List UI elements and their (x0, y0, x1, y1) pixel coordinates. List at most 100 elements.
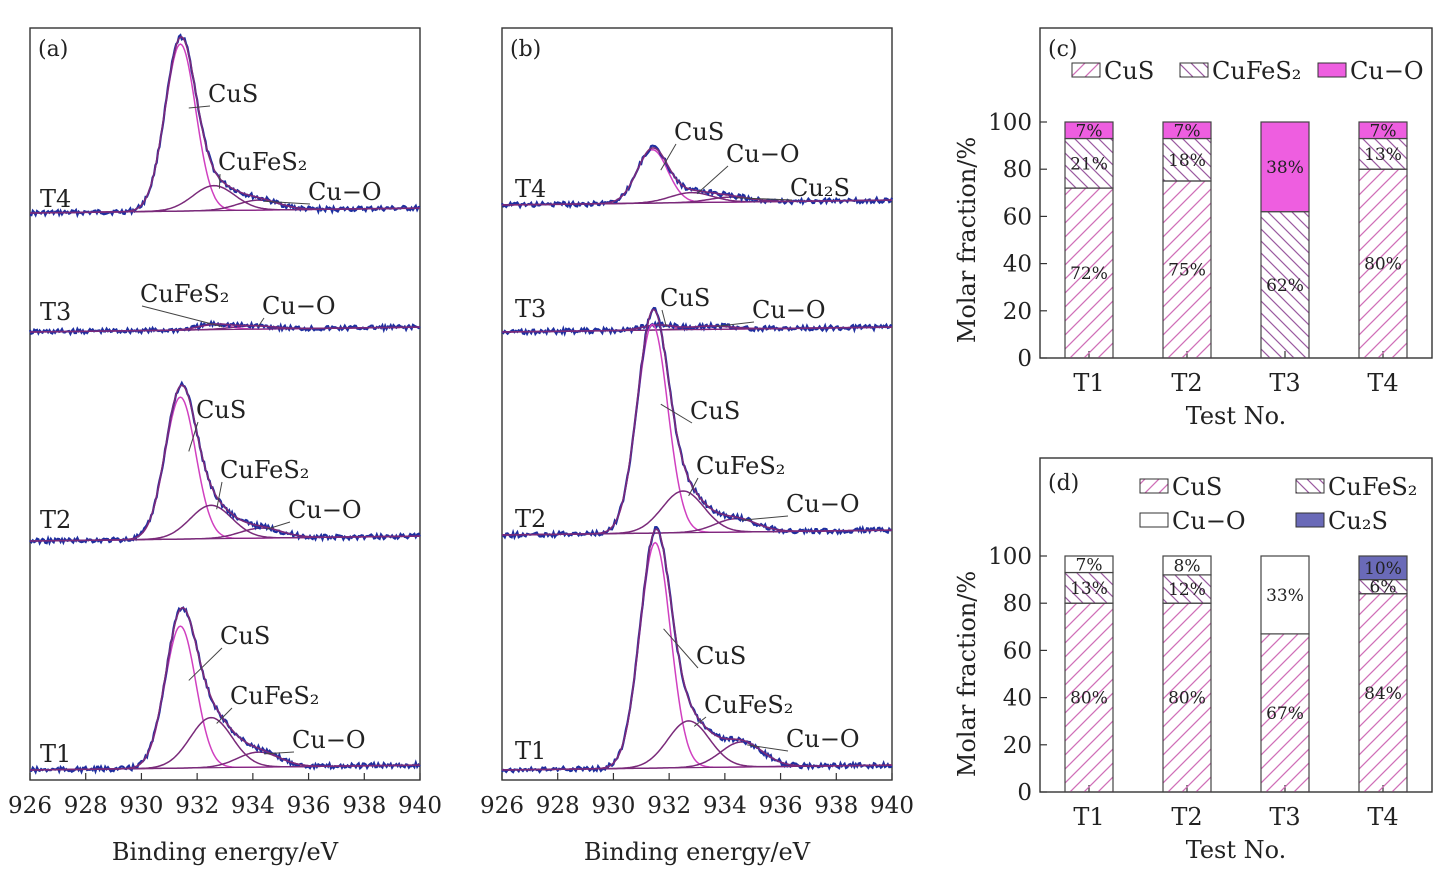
bar-panel-3: (d) 0 20 40 60 80 100 Molar fraction/% CuS CuFeS₂… (953, 457, 1433, 864)
legend-swatch (1071, 62, 1101, 78)
y-axis-label: Molar fraction/% (953, 571, 981, 777)
background-line (501, 199, 893, 206)
legend-label: CuS (1172, 473, 1222, 501)
legend-label: Cu−O (1172, 507, 1246, 535)
peak-label: CuS (660, 284, 710, 312)
bar-value-label: 13% (1070, 579, 1108, 599)
plot-frame (501, 27, 893, 781)
label-leader (188, 105, 211, 109)
x-tick-label: T4 (1367, 803, 1398, 831)
x-tick-label: 930 (591, 793, 635, 819)
background-line (29, 535, 421, 542)
y-tick-label: 60 (1003, 638, 1032, 664)
bar-value-label: 7% (1076, 121, 1103, 141)
peak-label: Cu−O (308, 178, 382, 206)
bar-value-label: 7% (1370, 121, 1397, 141)
bar-value-label: 38% (1266, 158, 1304, 178)
peak-label: CuFeS₂ (696, 452, 785, 480)
legend-swatch (1317, 62, 1347, 78)
bar-value-label: 10% (1364, 559, 1402, 579)
panel-label: (b) (510, 37, 541, 62)
series-label: T3 (515, 295, 546, 323)
label-leader (266, 521, 291, 530)
label-leader (660, 143, 677, 171)
peak-label: CuS (220, 622, 270, 650)
label-leader (741, 515, 789, 521)
x-tick-label: 936 (287, 793, 331, 819)
x-tick-label: T3 (1269, 369, 1300, 397)
x-tick-label: 938 (342, 793, 386, 819)
bar-value-label: 72% (1070, 264, 1108, 284)
legend-label: CuS (1104, 57, 1154, 85)
bar-segment (1162, 121, 1212, 140)
bar-value-label: 62% (1266, 276, 1304, 296)
xps-panel-1: (b) 926 928 930 932 934 936 938 940 Binding energ… (480, 27, 914, 866)
label-leader (660, 403, 693, 424)
label-leader (747, 744, 789, 752)
series-label: T2 (40, 506, 71, 534)
x-tick-label: T4 (1367, 369, 1398, 397)
bar-value-label: 12% (1168, 580, 1206, 600)
bar-segment (1064, 137, 1114, 189)
bar-value-label: 80% (1364, 255, 1402, 275)
legend-label: CuFeS₂ (1212, 57, 1301, 85)
plot-frame (1039, 27, 1433, 359)
bar-segment (1162, 137, 1212, 182)
bar-panel-2: (c) 0 20 40 60 80 100 Molar fraction/% CuS CuFeS₂… (953, 27, 1433, 430)
legend-label: CuFeS₂ (1328, 473, 1417, 501)
bar-value-label: 80% (1070, 689, 1108, 709)
bar-segment (1358, 137, 1408, 170)
panel-label: (c) (1048, 37, 1078, 62)
y-tick-label: 80 (1003, 591, 1032, 617)
peak-label: CuFeS₂ (230, 682, 319, 710)
peak-label: Cu−O (262, 292, 336, 320)
legend-swatch (1295, 478, 1325, 494)
label-leader (696, 165, 729, 195)
bar-value-label: 21% (1070, 154, 1108, 174)
background-line (501, 326, 893, 333)
bar-segment (1260, 211, 1310, 359)
xps-panel-0: (a) 926 928 930 932 934 936 938 940 Binding energ… (8, 27, 442, 866)
plot-frame (1039, 457, 1433, 793)
bar-value-label: 33% (1266, 586, 1304, 606)
peak-label: CuS (196, 396, 246, 424)
legend-swatch (1139, 512, 1169, 528)
label-leader (141, 305, 223, 328)
raw-spectrum (501, 320, 893, 337)
x-tick-label: 932 (647, 793, 691, 819)
y-tick-label: 20 (1003, 299, 1032, 325)
peak-label: CuFeS₂ (220, 456, 309, 484)
bar-segment (1358, 121, 1408, 140)
x-tick-label: 934 (703, 793, 747, 819)
label-leader (663, 628, 699, 669)
x-axis-label: Test No. (1186, 402, 1287, 430)
x-tick-label: T1 (1073, 803, 1104, 831)
legend-swatch (1139, 478, 1169, 494)
peak-label: CuFeS₂ (704, 691, 793, 719)
x-tick-label: T2 (1171, 369, 1202, 397)
peak-label: CuS (208, 80, 258, 108)
x-tick-label: T3 (1269, 803, 1300, 831)
y-tick-label: 80 (1003, 157, 1032, 183)
x-tick-label: 932 (175, 793, 219, 819)
raw-spectrum (29, 33, 421, 219)
x-axis-label: Test No. (1186, 836, 1287, 864)
label-leader (188, 421, 199, 452)
bar-segment (1358, 593, 1408, 793)
label-leader (735, 197, 793, 201)
y-tick-label: 0 (1017, 346, 1032, 372)
x-tick-label: 940 (870, 793, 914, 819)
label-leader (216, 481, 223, 510)
bar-value-label: 84% (1364, 684, 1402, 704)
peak-label: CuS (696, 642, 746, 670)
x-tick-label: 926 (480, 793, 524, 819)
series-label: T4 (40, 185, 71, 213)
peak-label: CuS (690, 397, 740, 425)
bar-segment (1162, 574, 1212, 604)
bar-segment (1162, 180, 1212, 359)
legend-swatch (1295, 512, 1325, 528)
bar-value-label: 13% (1364, 145, 1402, 165)
bar-segment (1358, 555, 1408, 581)
label-leader (693, 716, 707, 727)
